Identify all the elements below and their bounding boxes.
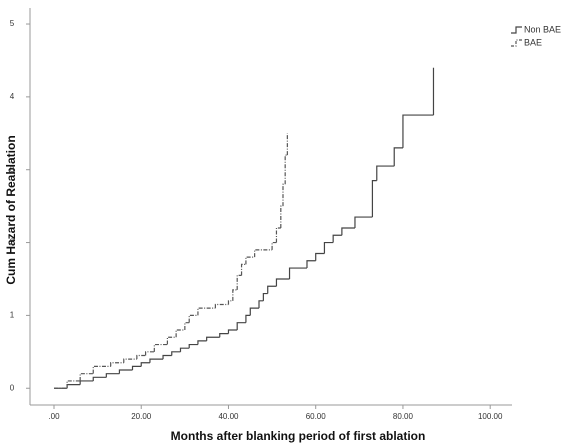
- step: [219, 333, 229, 338]
- step: [262, 292, 268, 301]
- y-axis-title: Cum Hazard of Reablation: [4, 135, 18, 284]
- step: [136, 354, 146, 360]
- step: [162, 354, 172, 360]
- step: [275, 227, 281, 243]
- step: [144, 351, 155, 356]
- step: [315, 252, 325, 261]
- step: [105, 373, 120, 378]
- step: [188, 314, 198, 323]
- step: [232, 289, 238, 301]
- step: [236, 274, 242, 290]
- step: [140, 362, 150, 367]
- step: [258, 300, 264, 309]
- step: [118, 369, 133, 374]
- step: [197, 307, 216, 316]
- x-tick-label: 100.00: [478, 412, 503, 421]
- step: [306, 260, 316, 269]
- y-tick-label: 1: [10, 311, 15, 320]
- step: [149, 358, 164, 363]
- step: [282, 183, 286, 207]
- step: [267, 285, 277, 294]
- step: [153, 343, 168, 352]
- step: [376, 165, 395, 181]
- step: [249, 307, 260, 316]
- step: [402, 114, 434, 148]
- step: [245, 256, 255, 265]
- step: [227, 329, 238, 334]
- legend-label: Non BAE: [524, 24, 561, 34]
- step: [197, 340, 207, 345]
- step: [92, 365, 111, 374]
- step: [393, 147, 403, 167]
- step: [245, 314, 251, 323]
- x-tick-label: .00: [48, 412, 60, 421]
- step: [171, 351, 181, 356]
- step: [332, 234, 342, 243]
- step: [175, 329, 185, 338]
- step: [323, 241, 334, 254]
- x-tick-label: 20.00: [131, 412, 152, 421]
- step: [280, 205, 283, 228]
- legend-swatch: [511, 39, 522, 47]
- y-tick-label: 2: [10, 238, 15, 247]
- y-tick-label: 3: [10, 165, 15, 174]
- legend-swatch: [511, 26, 522, 34]
- step: [227, 300, 233, 305]
- step: [275, 278, 290, 287]
- step: [271, 241, 277, 250]
- step: [288, 267, 307, 279]
- legend-label: BAE: [524, 37, 542, 47]
- step: [166, 336, 177, 345]
- y-tick-label: 4: [10, 92, 15, 101]
- y-tick-label: 0: [10, 383, 15, 392]
- step: [131, 365, 142, 371]
- step: [254, 249, 273, 258]
- x-tick-label: 40.00: [218, 412, 239, 421]
- step: [206, 336, 220, 341]
- step: [354, 216, 373, 228]
- step: [214, 303, 229, 309]
- step: [79, 373, 94, 381]
- y-tick-label: 5: [10, 19, 15, 28]
- step: [66, 380, 81, 389]
- x-axis-title: Months after blanking period of first ab…: [171, 429, 426, 443]
- step: [240, 263, 246, 276]
- step: [284, 154, 288, 185]
- step: [184, 322, 190, 330]
- step: [371, 180, 377, 218]
- step: [123, 358, 137, 363]
- step: [188, 343, 198, 349]
- step: [110, 362, 124, 367]
- x-tick-label: 80.00: [393, 412, 414, 421]
- step: [92, 376, 107, 381]
- step: [341, 227, 355, 236]
- step: [236, 322, 246, 330]
- step: [179, 347, 190, 352]
- x-tick-label: 60.00: [306, 412, 327, 421]
